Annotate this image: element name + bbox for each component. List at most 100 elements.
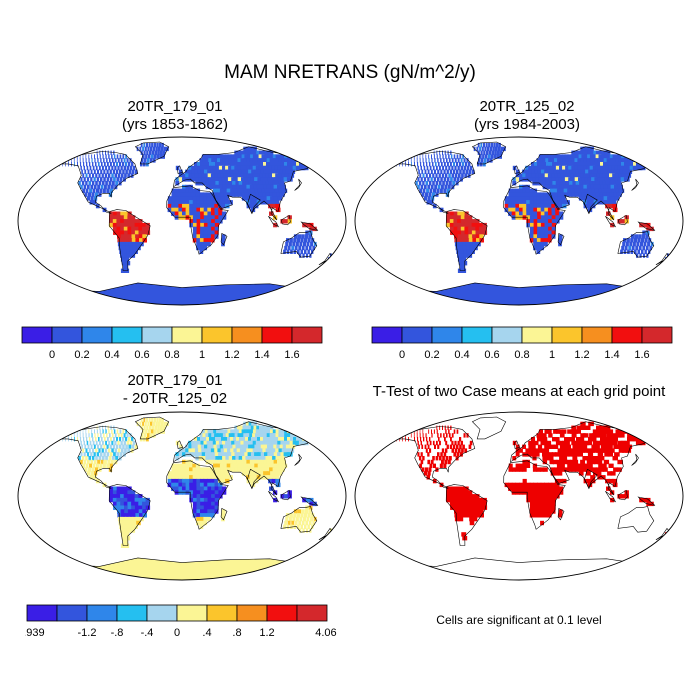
map-cell [556,169,562,174]
map-cell [252,158,258,163]
map-cell [214,452,220,457]
map-cell [306,241,310,247]
map-cell [567,467,573,472]
map-cell [528,444,533,449]
map-cell [559,181,564,186]
map-cell [99,440,101,446]
map-cell [555,165,561,171]
map-cell [461,505,466,510]
map-cell [540,494,546,499]
map-cell [192,238,197,243]
map-cell [308,520,312,526]
map-cell [91,154,93,159]
map-cell [532,177,537,182]
map-cell [449,222,455,228]
map-cell [171,475,176,480]
map-cell [459,162,462,167]
map-cell [632,154,640,159]
map-cell [300,524,303,529]
map-cell [233,154,239,159]
map-cell [542,456,547,461]
map-cell [567,192,573,197]
map-cell [207,513,212,518]
map-cell [456,452,460,457]
map-cell [617,177,624,182]
map-cell [141,222,147,228]
map-cell [125,516,130,522]
map-cell [201,154,206,159]
map-cell [174,215,179,220]
map-cell [550,154,555,159]
map-cell [313,241,317,247]
map-cell [602,467,608,472]
map-cell [422,181,425,186]
map-cell [155,146,158,152]
map-cell [591,162,597,167]
map-cell [106,169,109,174]
map-cell [138,234,144,239]
map-cell [265,467,271,472]
map-cell [448,154,450,159]
map-cell [301,509,305,514]
map-cell [218,207,223,213]
map-cell [468,490,473,495]
map-cell [541,448,546,453]
map-cell [454,241,460,247]
map-cell [113,154,116,159]
map-cell [566,459,572,465]
map-cell [185,459,190,465]
map-cell [402,154,404,159]
map-cell [260,459,266,465]
map-cell [594,158,601,163]
map-cell [529,203,535,209]
map-cell [212,181,217,186]
map-cell [230,437,235,442]
map-cell [256,448,262,453]
map-cell [587,154,593,159]
map-cell [231,177,236,182]
map-cell [213,169,218,174]
coastline-greenland [471,416,507,440]
map-cell [171,196,176,201]
map-cell [182,452,186,457]
map-cell [196,486,201,491]
map-cell [540,513,545,518]
map-cell [196,238,201,243]
map-cell [537,226,542,232]
map-cell [131,513,137,518]
map-cell [235,181,241,186]
map-cell [185,203,190,209]
map-cell [227,177,233,182]
map-cell [415,181,418,186]
map-cell [100,452,103,457]
map-cell [192,513,197,518]
map-cell [237,150,243,155]
map-cell [545,456,551,461]
map-cell [271,188,277,193]
map-cell [207,207,212,213]
map-cell [167,471,172,476]
map-cell [210,444,215,449]
map-cell [143,425,146,430]
map-cell [222,459,228,465]
map-cell [440,158,442,163]
map-cell [138,222,143,228]
map-cell [118,245,124,251]
map-cell [89,200,93,205]
map-cell [188,463,194,468]
map-cell [145,154,148,159]
map-cell [113,429,116,434]
map-cell [135,516,141,522]
map-cell [222,181,227,186]
map-cell [542,452,547,457]
map-cell [104,437,106,442]
map-cell [185,478,190,484]
map-cell [559,490,564,495]
map-cell [558,177,563,182]
map-cell [632,429,640,434]
map-cell [189,222,194,228]
map-cell [90,452,93,457]
map-cell [607,471,613,476]
map-cell [297,249,300,254]
map-cell [528,169,533,174]
